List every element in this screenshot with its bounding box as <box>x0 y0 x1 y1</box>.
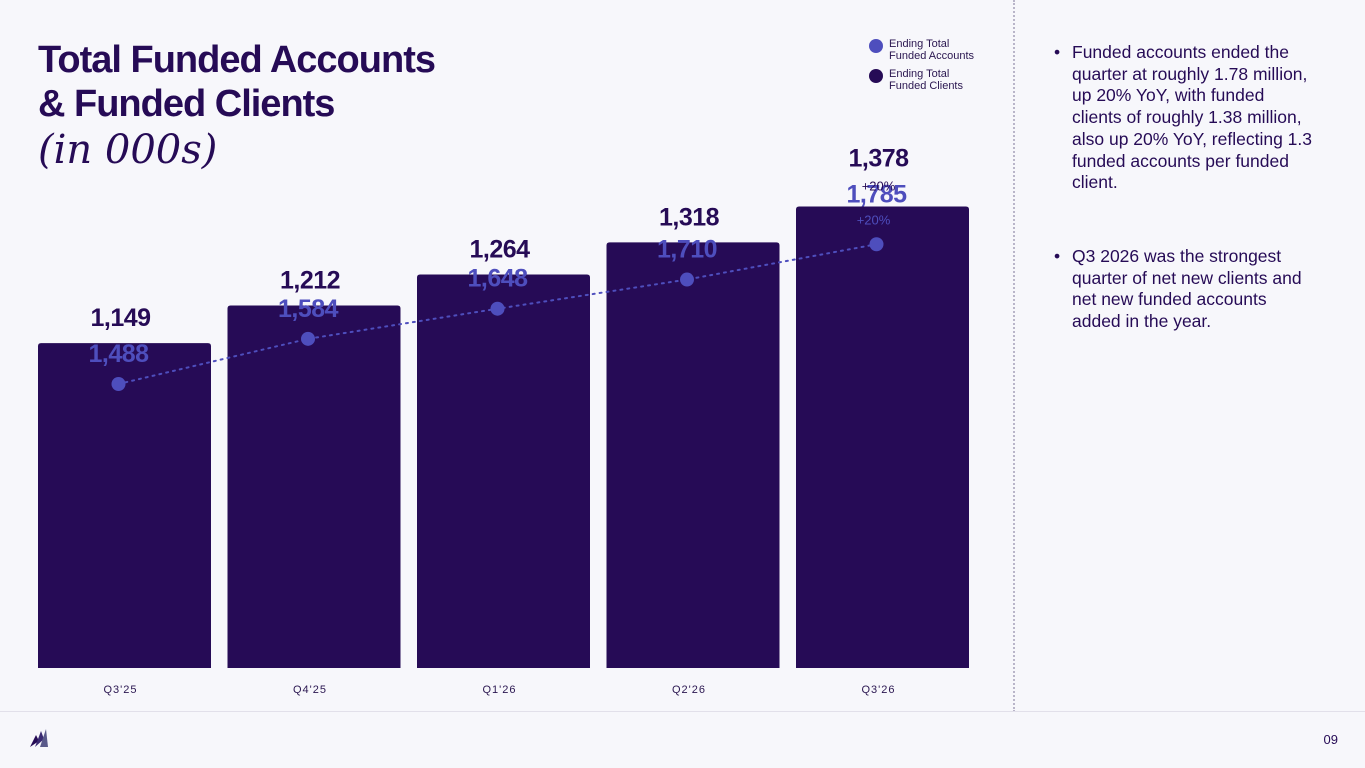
page-number: 09 <box>1323 732 1338 747</box>
point-Q3'25 <box>111 377 126 391</box>
legend-dot-clients-icon <box>869 69 883 83</box>
point-Q2'26 <box>680 272 694 287</box>
point-label-Q2'26: 1,710 <box>657 236 717 264</box>
bar-Q3'25 <box>38 343 211 668</box>
point-label-Q3'26: 1,785 <box>846 180 907 208</box>
legend-label-accounts: Ending Total Funded Accounts <box>889 38 975 62</box>
bar-Q3'26 <box>796 206 969 668</box>
x-tick-Q2'26: Q2'26 <box>672 684 706 696</box>
point-Q1'26 <box>490 301 505 316</box>
bar-Q1'26 <box>417 274 590 668</box>
x-tick-Q4'25: Q4'25 <box>293 684 327 696</box>
page-subtitle: (in 000s) <box>38 127 218 173</box>
legend-label-clients: Ending Total Funded Clients <box>889 68 963 92</box>
point-Q4'25 <box>301 331 315 346</box>
commentary-bullet-2: Q3 2026 was the strongest quarter of net… <box>1052 246 1312 333</box>
vertical-divider <box>1013 0 1015 712</box>
commentary-bullet-1: Funded accounts ended the quarter at rou… <box>1052 42 1312 194</box>
bar-label-Q3'25: 1,149 <box>90 304 150 332</box>
x-tick-Q3'25: Q3'25 <box>103 684 137 696</box>
page-title-line-1: Total Funded Accounts <box>38 39 436 81</box>
point-label-Q1'26: 1,648 <box>467 265 528 293</box>
point-label-Q4'25: 1,584 <box>278 295 339 323</box>
title-block: Total Funded Accounts & Funded Clients (… <box>38 38 436 174</box>
accounts-growth-annotation: +20% <box>857 212 891 227</box>
bar-Q2'26 <box>606 242 780 668</box>
bar-label-Q2'26: 1,318 <box>659 203 720 231</box>
legend-dot-accounts-icon <box>869 39 883 53</box>
bar-label-Q1'26: 1,264 <box>469 236 530 264</box>
chart-legend: Ending Total Funded Accounts Ending Tota… <box>869 38 989 98</box>
point-Q3'26 <box>869 237 884 252</box>
feather-logo-icon <box>30 729 48 747</box>
bar-Q4'25 <box>227 305 401 668</box>
x-tick-Q3'26: Q3'26 <box>861 684 895 696</box>
bar-label-Q3'26: 1,378 <box>848 145 909 173</box>
commentary-list: Funded accounts ended the quarter at rou… <box>1052 42 1312 333</box>
legend-item-accounts: Ending Total Funded Accounts <box>869 38 989 62</box>
funded-accounts-chart: 1,149 Q3'25 1,212 Q4'25 1,264 Q1'26 1,318 Q2'26… <box>38 145 969 696</box>
footer-rule <box>0 711 1365 712</box>
point-label-Q3'25: 1,488 <box>88 340 149 368</box>
clients-growth-annotation: +20% <box>862 179 896 194</box>
bar-label-Q4'25: 1,212 <box>280 267 340 295</box>
x-tick-Q1'26: Q1'26 <box>482 684 516 696</box>
legend-item-clients: Ending Total Funded Clients <box>869 68 989 92</box>
page-title-line-2: & Funded Clients <box>38 83 335 125</box>
